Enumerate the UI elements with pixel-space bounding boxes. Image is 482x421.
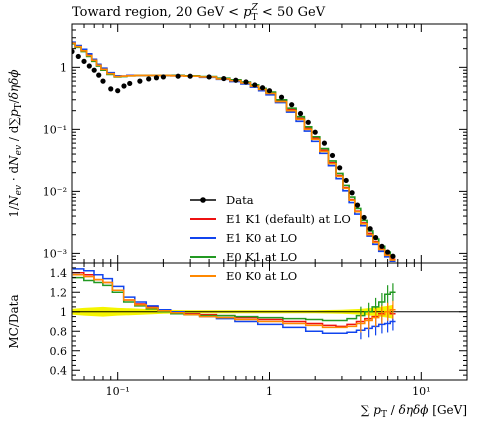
legend-label: E0 K1 at LO xyxy=(226,250,297,264)
data-point xyxy=(266,88,273,94)
data-point xyxy=(379,243,385,249)
data-point xyxy=(221,75,227,82)
data-point xyxy=(361,214,367,221)
data-point xyxy=(297,110,304,117)
y-tick-label: 10⁻³ xyxy=(43,247,67,260)
main-plot-area xyxy=(72,41,396,262)
data-point xyxy=(337,165,343,171)
data-point xyxy=(146,76,152,82)
data-point xyxy=(175,73,181,79)
ratio-y-tick-label: 1.4 xyxy=(50,267,68,280)
data-point xyxy=(354,202,361,208)
data-point xyxy=(115,88,121,94)
ratio-y-tick-label: 0.8 xyxy=(50,325,68,338)
ratio-panel: 0.4 0.6 0.8 1 1.2 1.4 10⁻¹ 1 10¹ xyxy=(50,262,468,398)
x-tick-label: 1 xyxy=(266,385,273,398)
data-point xyxy=(206,74,212,80)
y-tick-label: 1 xyxy=(60,61,67,74)
data-point xyxy=(100,78,106,84)
data-point xyxy=(321,140,328,146)
y-tick-label: 10⁻² xyxy=(43,185,67,198)
legend-marker xyxy=(200,197,206,203)
data-point xyxy=(86,63,92,69)
legend: Data E1 K1 (default) at LO E1 K0 at LO E0 K… xyxy=(190,193,351,283)
data-point xyxy=(349,190,355,196)
main-frame xyxy=(71,23,468,264)
data-point xyxy=(75,53,81,60)
x-tick-label: 10¹ xyxy=(412,385,430,398)
legend-label: E1 K1 (default) at LO xyxy=(226,212,351,226)
data-point xyxy=(259,85,266,91)
data-point xyxy=(343,177,349,184)
data-point xyxy=(390,253,396,259)
chart-title: Toward region, 20 GeV < pTZ < 50 GeV xyxy=(72,3,326,23)
data-point xyxy=(312,129,318,135)
data-point xyxy=(108,86,114,92)
series-line-2 xyxy=(72,41,396,262)
data-point xyxy=(367,226,373,232)
data-point xyxy=(278,94,285,100)
data-point xyxy=(127,80,133,87)
ratio-y-tick-label: 0.4 xyxy=(50,364,68,377)
data-point xyxy=(385,249,391,255)
ratio-y-tick-label: 1 xyxy=(60,306,67,319)
legend-label: E1 K0 at LO xyxy=(226,231,297,245)
data-point xyxy=(305,119,311,125)
data-point xyxy=(243,79,249,85)
y-axis-title: 1/Nev · dNev / d∑pT/δηδϕ xyxy=(7,69,24,217)
data-point xyxy=(160,74,166,80)
y-tick-label: 10⁻¹ xyxy=(43,123,67,136)
data-point xyxy=(187,73,193,79)
ratio-plot-area xyxy=(72,268,467,340)
x-axis-title: ∑ pT / δηδϕ [GeV] xyxy=(361,403,467,420)
data-point xyxy=(153,75,160,81)
data-point xyxy=(72,48,75,55)
data-point xyxy=(81,58,87,64)
data-point xyxy=(252,82,258,88)
data-point xyxy=(137,78,143,84)
data-point xyxy=(96,72,102,78)
ratio-series-line-3 xyxy=(72,273,396,329)
main-panel: 10⁻³ 10⁻² 10⁻¹ 1 xyxy=(43,23,468,264)
ratio-y-tick-label: 1.2 xyxy=(50,286,68,299)
data-point xyxy=(91,67,97,73)
data-point xyxy=(233,77,239,83)
data-point xyxy=(289,102,295,108)
ratio-y-axis-title: MC/Data xyxy=(7,294,21,348)
x-tick-label: 10⁻¹ xyxy=(106,385,130,398)
legend-label: Data xyxy=(226,193,254,207)
data-point xyxy=(121,83,127,89)
data-point xyxy=(373,234,379,241)
ratio-y-tick-label: 0.6 xyxy=(50,345,68,358)
ratio-series-line-2 xyxy=(72,276,396,322)
legend-label: E0 K0 at LO xyxy=(226,269,297,283)
series-line-4 xyxy=(72,42,396,261)
data-point xyxy=(329,152,336,159)
